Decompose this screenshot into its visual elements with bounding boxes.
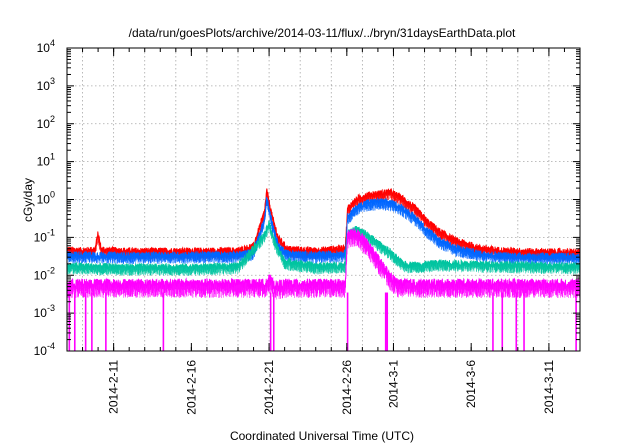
x-tick-label: 2014-2-11 [107,360,121,414]
series-group [66,187,581,351]
x-tick-label: 2014-3-6 [464,360,478,408]
y-tick-label: 102 [37,114,55,131]
y-tick-label: 101 [37,152,55,169]
y-tick-labels: 10-4 10-3 10-2 10-1 100 101 102 103 104 [34,38,55,358]
y-tick-label: 103 [37,76,55,93]
y-tick-label: 10-2 [34,265,55,282]
x-tick-labels: 2014-2-11 2014-2-16 2014-2-21 2014-2-26 2014… [107,360,556,415]
x-tick-label: 2014-2-26 [340,360,354,415]
y-tick-label: 100 [37,190,55,207]
series-line [66,220,581,272]
ticks [67,47,580,352]
grid [67,48,580,351]
y-axis-label: cGy/day [21,178,35,222]
y-tick-label: 10-3 [34,303,55,320]
chart-title: /data/run/goesPlots/archive/2014-03-11/f… [129,26,516,40]
x-tick-label: 2014-3-11 [542,360,556,414]
y-tick-label: 104 [37,38,55,55]
series-line [66,228,581,290]
y-tick-label: 10-1 [34,227,55,244]
y-tick-label: 10-4 [34,341,55,358]
x-tick-label: 2014-2-16 [184,360,198,415]
x-tick-label: 2014-3-1 [386,360,400,408]
x-axis-label: Coordinated Universal Time (UTC) [230,429,414,443]
series-line [66,187,581,257]
x-tick-label: 2014-2-21 [262,360,276,415]
series-line [66,196,581,260]
